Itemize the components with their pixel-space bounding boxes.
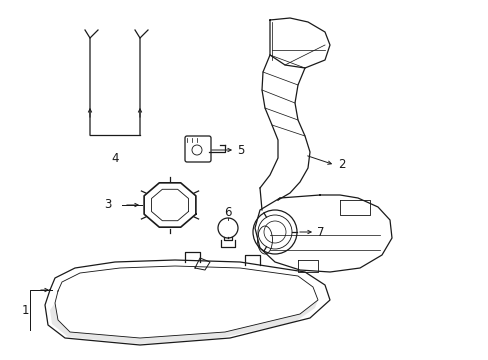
Text: 4: 4 [111, 152, 119, 165]
Polygon shape [50, 300, 317, 344]
Text: 3: 3 [104, 198, 112, 211]
Text: 1: 1 [21, 303, 29, 316]
Text: 2: 2 [337, 158, 345, 171]
Text: 6: 6 [224, 206, 231, 219]
Text: 7: 7 [316, 225, 324, 238]
Text: 5: 5 [237, 144, 244, 157]
